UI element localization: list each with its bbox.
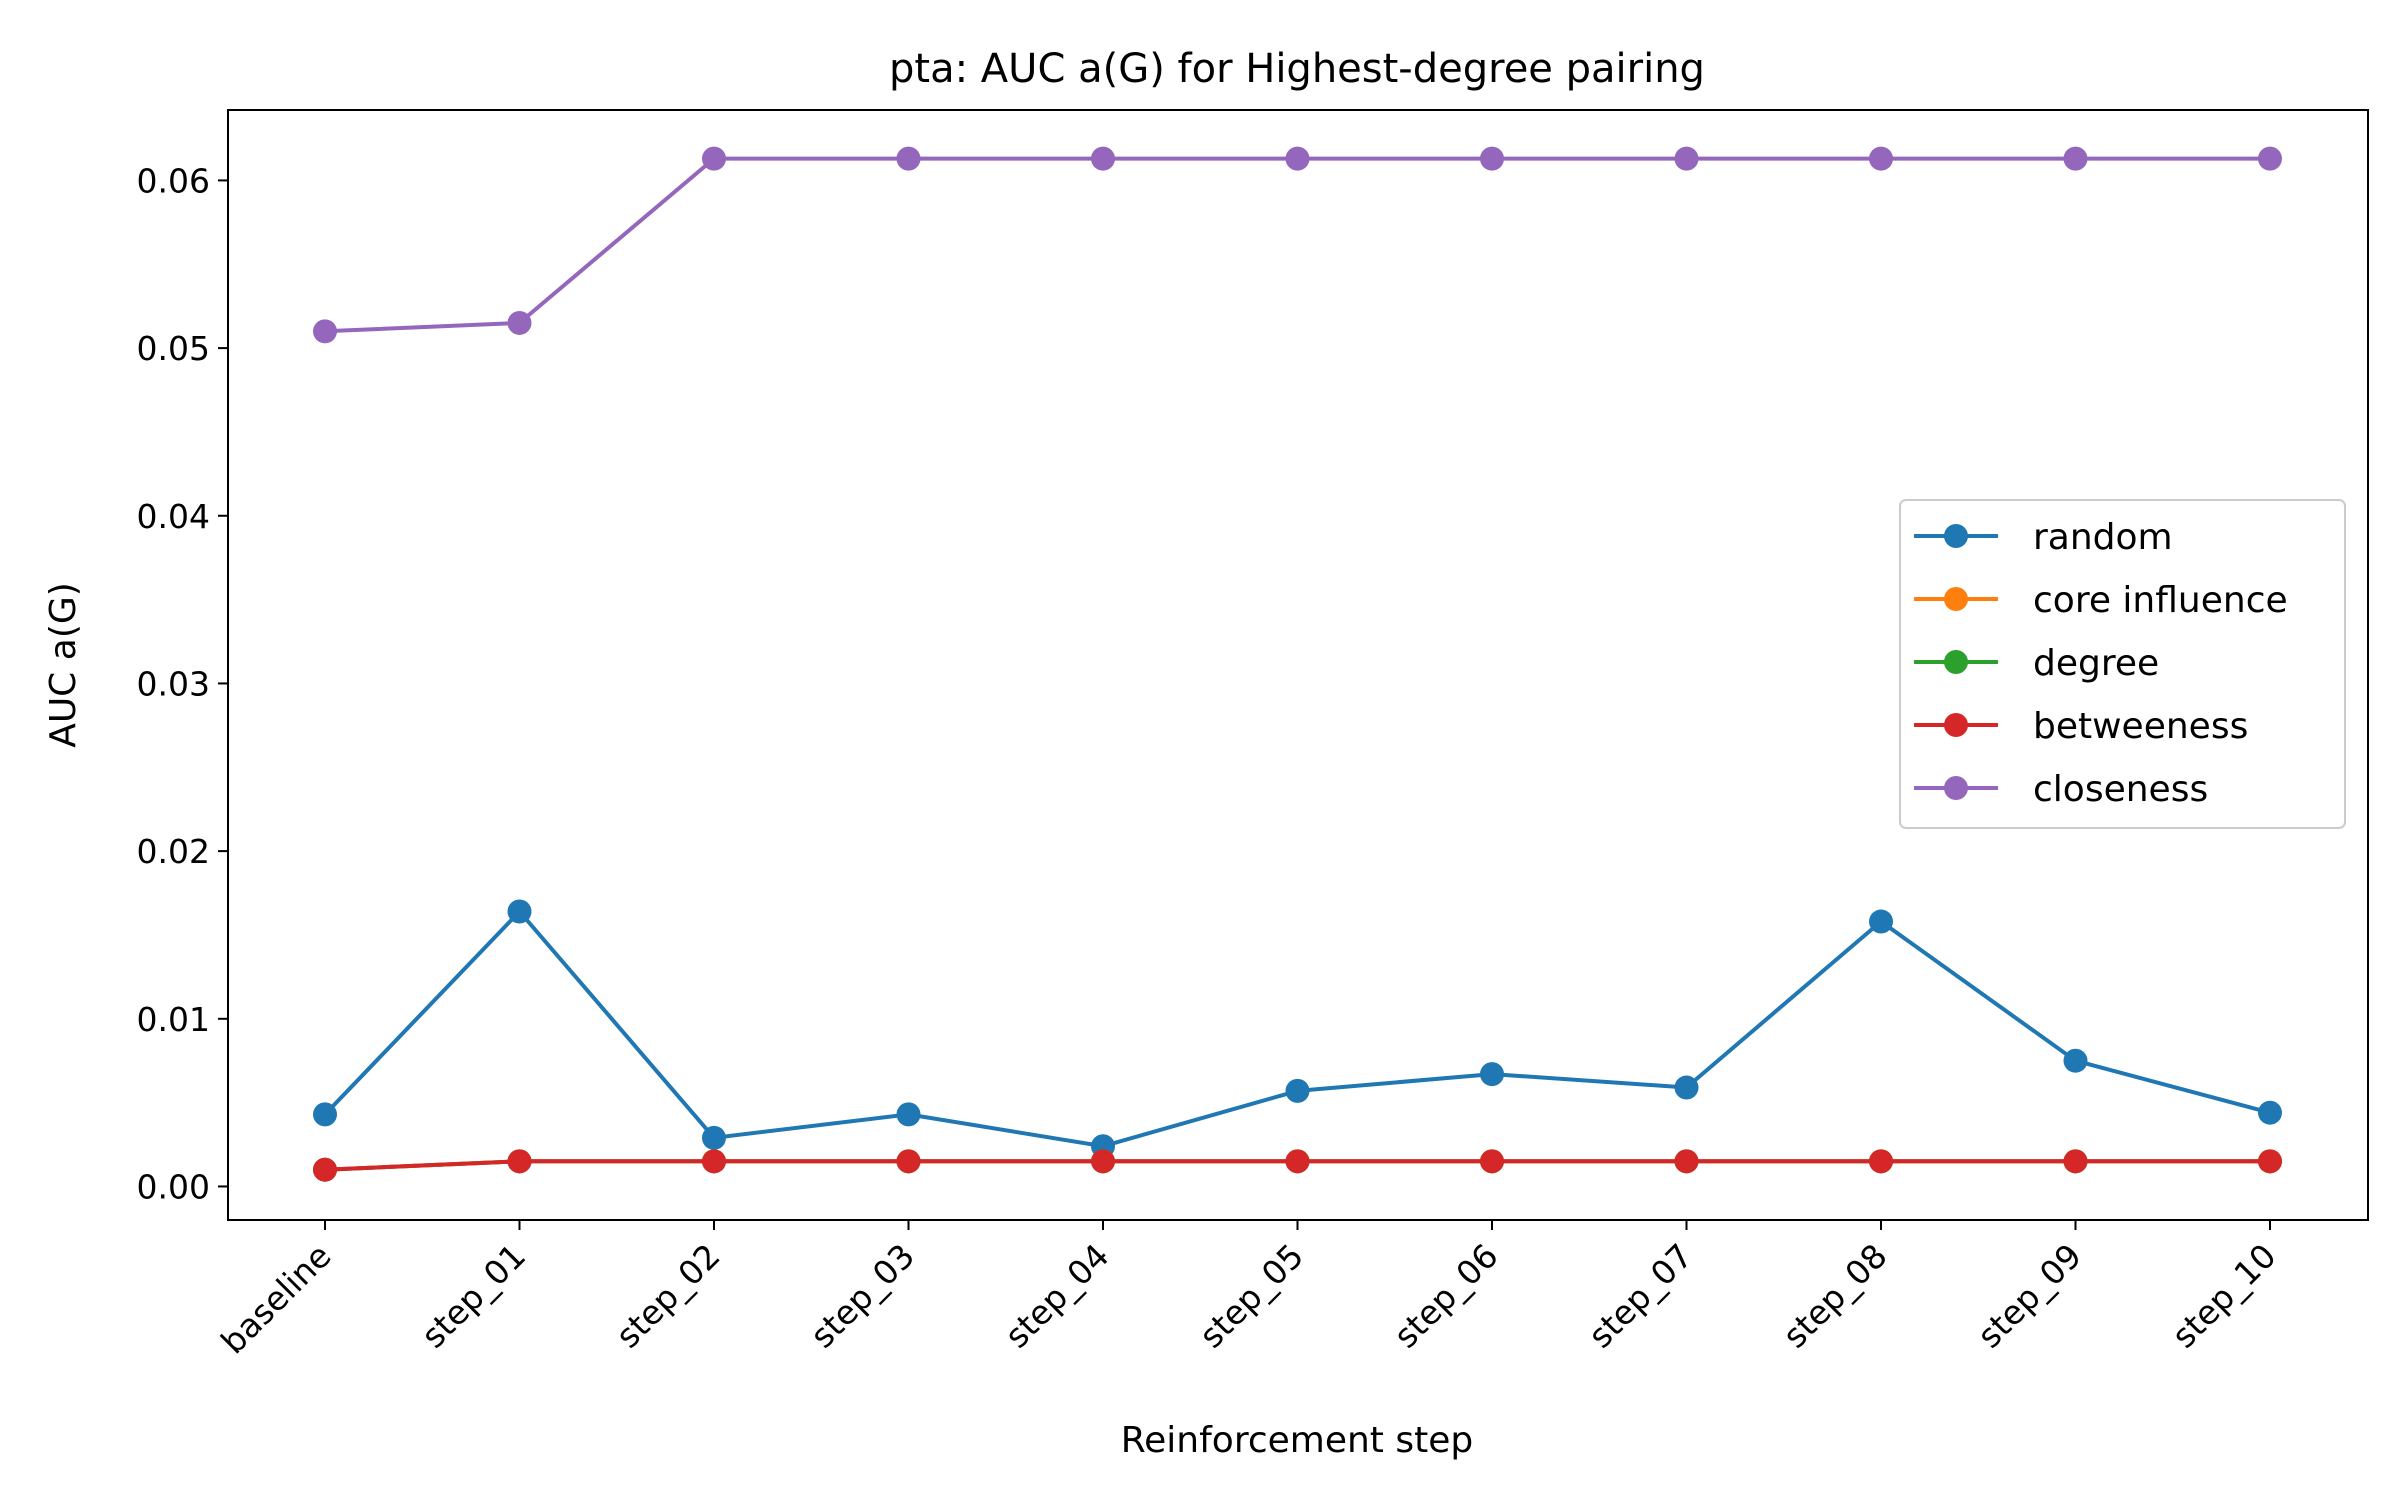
data-point-betweeness [2063,1149,2088,1174]
legend-item-core-influence: core influence [1914,580,2288,621]
data-point-betweeness [896,1149,921,1174]
legend-label: random [2033,517,2173,558]
data-point-closeness [702,146,726,171]
legend-item-degree: degree [1914,643,2159,684]
x-axis-label: Reinforcement step [1121,1420,1473,1461]
data-point-betweeness [702,1149,726,1174]
data-point-closeness [507,310,532,335]
chart-title: pta: AUC a(G) for Highest-degree pairing [889,46,1705,92]
y-tick-label: 0.01 [137,1000,210,1039]
legend: random core influence degree betweeness clos… [1899,499,2346,829]
data-point-betweeness [1480,1149,1504,1174]
y-tick-label: 0.05 [137,329,210,368]
legend-marker [1944,776,1968,800]
data-point-random [896,1102,921,1127]
series-betweeness [313,1149,2282,1182]
data-point-random [1869,909,1893,934]
data-point-random [313,1102,337,1127]
data-point-closeness [1869,146,1893,171]
data-point-closeness [313,319,337,344]
y-axis-label: AUC a(G) [43,582,84,748]
data-point-random [1285,1078,1310,1103]
data-point-betweeness [1091,1149,1115,1174]
data-point-betweeness [313,1157,337,1182]
y-tick-label: 0.04 [137,497,210,536]
y-tick-label: 0.00 [137,1167,210,1206]
data-point-closeness [2063,146,2088,171]
data-point-closeness [1285,146,1310,171]
y-tick-label: 0.02 [137,832,210,871]
legend-marker [1944,524,1968,548]
data-point-random [1674,1075,1699,1100]
data-point-random [1480,1062,1504,1087]
legend-item-betweeness: betweeness [1914,706,2248,747]
legend-label: degree [2033,643,2159,684]
y-tick-label: 0.06 [137,161,210,200]
legend-item-closeness: closeness [1914,769,2208,810]
data-point-betweeness [1285,1149,1310,1174]
data-point-closeness [2258,146,2282,171]
legend-label: betweeness [2033,706,2248,747]
legend-label: closeness [2033,769,2208,810]
legend-label: core influence [2033,580,2288,621]
data-point-closeness [896,146,921,171]
legend-marker [1944,650,1968,674]
plot-marks [313,146,2282,1182]
data-point-random [702,1125,726,1150]
data-point-random [2258,1100,2282,1125]
legend-box [1899,499,2346,829]
y-tick-label: 0.03 [137,664,210,703]
data-point-closeness [1091,146,1115,171]
data-point-betweeness [1869,1149,1893,1174]
data-point-random [2063,1048,2088,1073]
series-random [313,899,2282,1159]
y-axis: 0.00 0.01 0.02 0.03 0.04 0.05 0.06 [137,161,228,1206]
data-point-betweeness [2258,1149,2282,1174]
series-closeness [313,146,2282,344]
data-point-closeness [1674,146,1699,171]
data-point-betweeness [1674,1149,1699,1174]
data-point-closeness [1480,146,1504,171]
data-point-betweeness [507,1149,532,1174]
legend-marker [1944,713,1968,737]
data-point-random [507,899,532,924]
legend-marker [1944,587,1968,611]
legend-item-random: random [1914,517,2173,558]
